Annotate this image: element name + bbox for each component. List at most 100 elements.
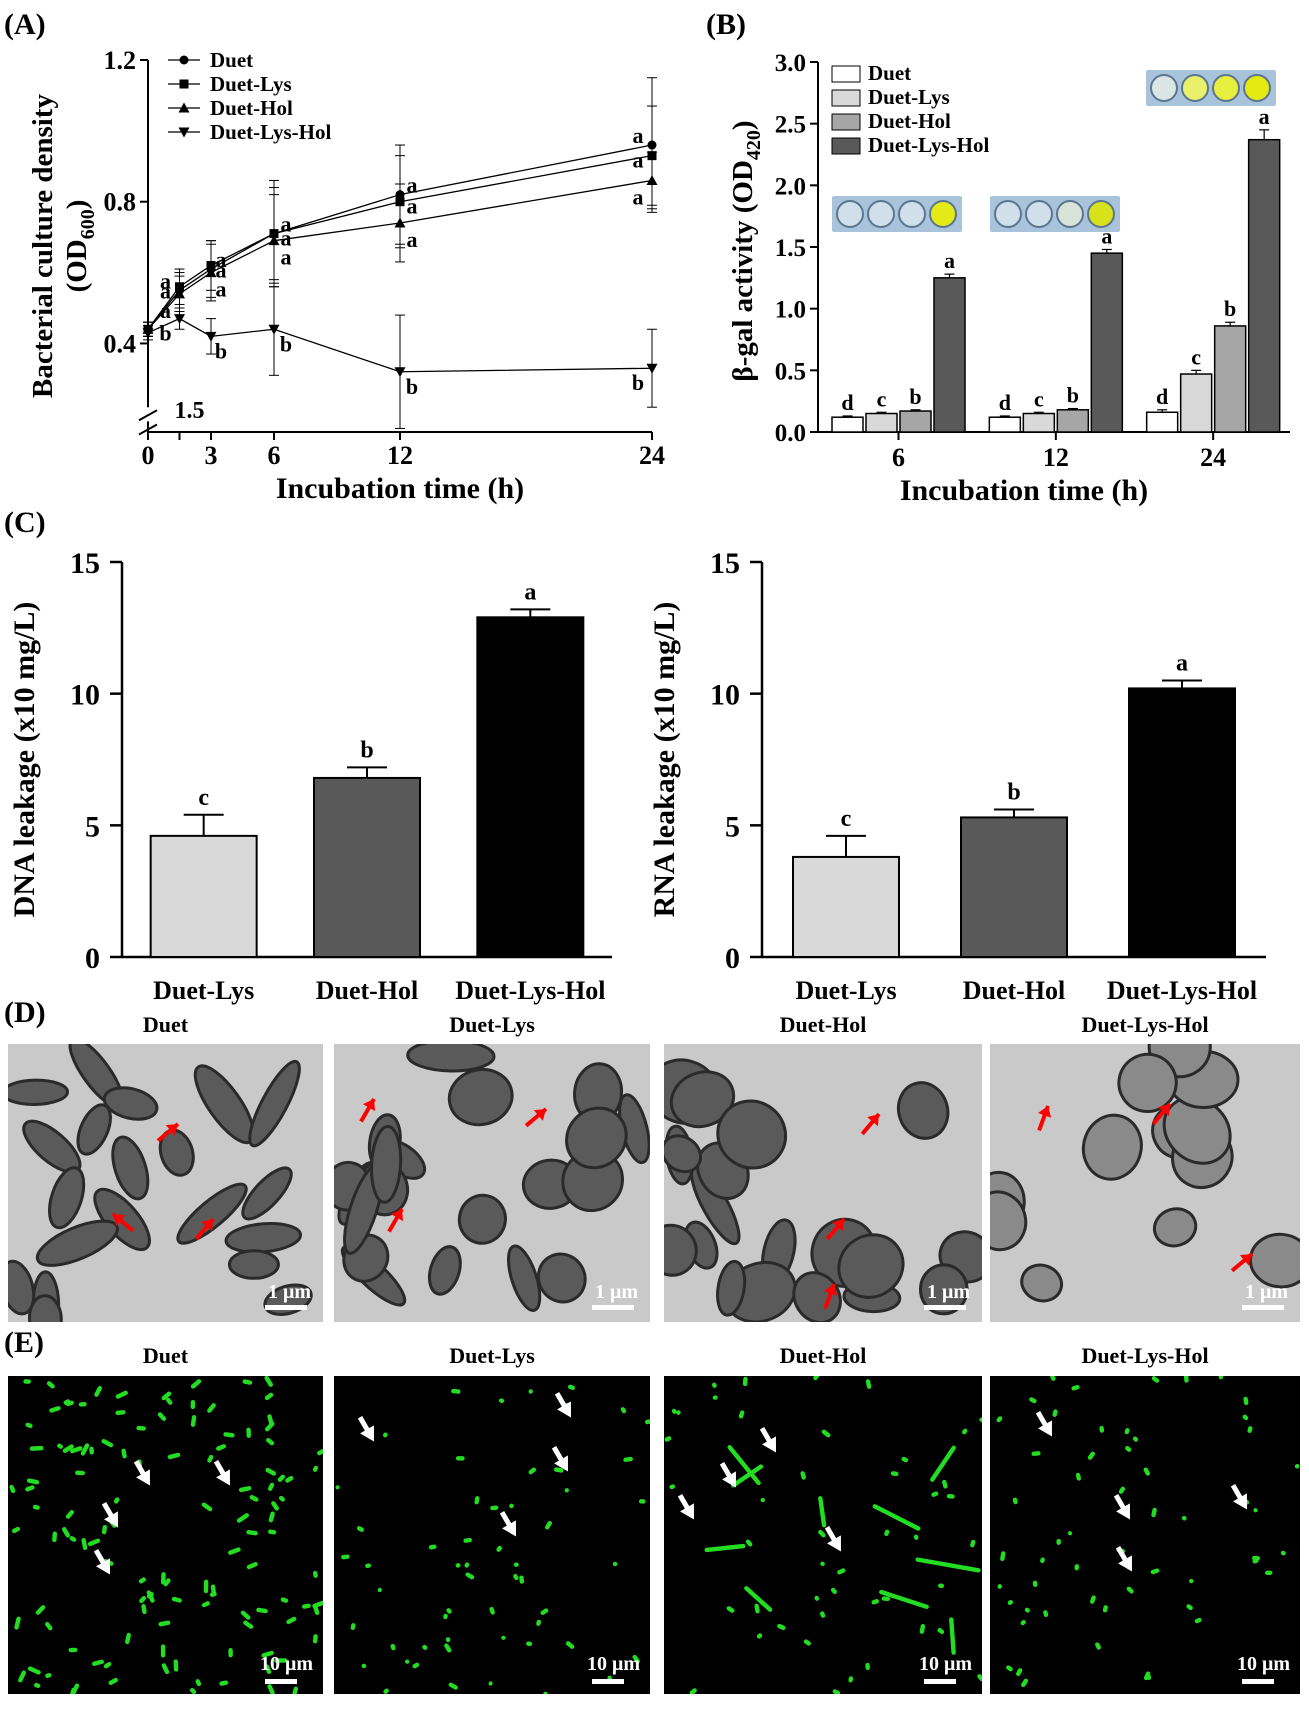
x-axis-title: Incubation time (h) [276,472,524,505]
fluorescent-cell [638,1499,646,1504]
fluorescent-cell [553,1467,564,1473]
fluorescent-cell [1087,1451,1095,1460]
fluorescent-cell [1280,1550,1286,1556]
fluorescent-cell [285,1475,294,1483]
scale-bar [265,1679,297,1684]
data-point [394,367,406,378]
fluorescent-cell [738,1410,745,1419]
significance-label: b [909,384,921,409]
bacterial-cell [716,1259,747,1317]
y-axis-title-text: β-gal activity (OD [727,160,759,381]
fluorescent-cell [490,1505,499,1511]
y-axis-unit-close: ) [61,200,93,210]
fluorescent-cell [428,1544,437,1550]
fluorescent-cell [901,1456,909,1463]
tem-title: Duet-Lys [449,1012,535,1037]
tem-micrograph: 1 μm [664,1044,982,1322]
tem-image [334,1044,650,1312]
fluorescent-cell [448,1682,458,1690]
arrow-head [722,1471,736,1488]
red-arrow-icon [359,1098,376,1123]
fluorescent-cell [103,1661,112,1669]
fluorescent-cell [1181,1515,1187,1521]
legend-label: Duet-Lys [868,85,950,109]
bacterial-cell [158,1128,195,1177]
fluorescent-cell [201,1502,213,1512]
data-point [394,217,406,228]
fluorescent-cell [216,1444,227,1451]
x-tick-label: 12 [1043,443,1069,472]
significance-label: b [632,370,644,395]
scale-bar-label: 1 μm [268,1281,311,1303]
fluorescent-cell [474,1496,480,1505]
fluorescent-cell [1024,1607,1030,1613]
fluorescent-cell [513,1562,519,1567]
fluorescent-cell [228,1648,233,1658]
red-arrow-icon [387,1208,404,1233]
red-arrow-icon [111,1212,135,1233]
x-tick-label: Duet-Hol [316,976,419,1005]
fluorescent-cell [1126,1586,1134,1594]
fluorescent-cell [930,1445,956,1482]
fluorescent-cell [814,1595,820,1601]
fluorescent-cell [167,1452,181,1460]
bacterial-cell [8,1259,36,1316]
fluorescent-cell [190,1415,197,1427]
well-strip-6h [832,196,962,232]
bacterial-cell [716,1099,788,1170]
significance-label: a [633,184,644,209]
x-tick-label: 1.5 [175,398,205,424]
fluorescent-cell [865,1379,872,1389]
data-point [205,267,217,278]
fluorescent-cell [632,1654,640,1664]
fluorescent-cell [513,1573,519,1581]
legend-label: Duet-Lys-Hol [868,133,990,157]
fluorescent-cell [160,1572,166,1585]
fluorescent-cell [26,1478,40,1485]
bacterial-cell [918,1263,969,1316]
fluorescent-cell [818,1496,827,1528]
scale-bar-label: 10 μm [260,1653,313,1675]
bacterial-cell [176,1182,248,1245]
scale-bar-label: 10 μm [1237,1653,1290,1675]
y-tick-label: 5 [85,810,100,843]
fluorescent-cell [271,1501,279,1511]
y-axis-unit-subscript: 600 [77,209,99,239]
fluorescent-cell [464,1562,470,1568]
fluorescent-cell [242,1379,253,1385]
bar [1145,411,1179,433]
fluorescent-cell [280,1597,289,1603]
fluorescent-cell [837,1568,846,1575]
panel-a-line-chart: 0.4 0.8 1.2 0 1.53 6 12 24 Incubation time (h) Ba… [27,46,665,505]
confocal-micrograph: 10 μm [664,1376,982,1694]
fluorescent-cell [1050,1376,1056,1381]
red-arrow-icon [823,1283,838,1310]
arrow-head [201,1219,213,1232]
fluorescent-cell [18,1670,27,1683]
fluorescent-cell [81,1538,88,1551]
white-arrow-icon [554,1391,572,1418]
fluorescent-cell [543,1691,548,1694]
fluorescent-cell [101,1524,108,1535]
arrow-head [362,1099,376,1112]
data-point [268,324,280,335]
fluorescent-cell [1243,1396,1249,1406]
fluorescent-cell [997,1584,1003,1589]
fluorescent-cell [1075,1472,1082,1481]
tem-title: Duet-Hol [779,1012,867,1037]
fluorescent-cell [455,1456,465,1461]
red-arrow-icon [524,1107,548,1128]
red-arrow-icon [825,1217,846,1241]
series-line-duet-lys [147,155,653,330]
bacterial-cell [241,1166,293,1221]
fluorescent-cell [1032,1580,1038,1587]
fluorescent-cell [62,1444,74,1453]
fluorescent-cell [1031,1451,1041,1457]
fluorescent-cell [1067,1531,1073,1536]
fluorescent-cell [35,1605,46,1615]
fluorescent-cell [726,1606,735,1613]
white-arrow-icon [1115,1545,1133,1572]
axis-break-mark [138,409,158,422]
y-tick-label: 0.0 [775,420,806,447]
